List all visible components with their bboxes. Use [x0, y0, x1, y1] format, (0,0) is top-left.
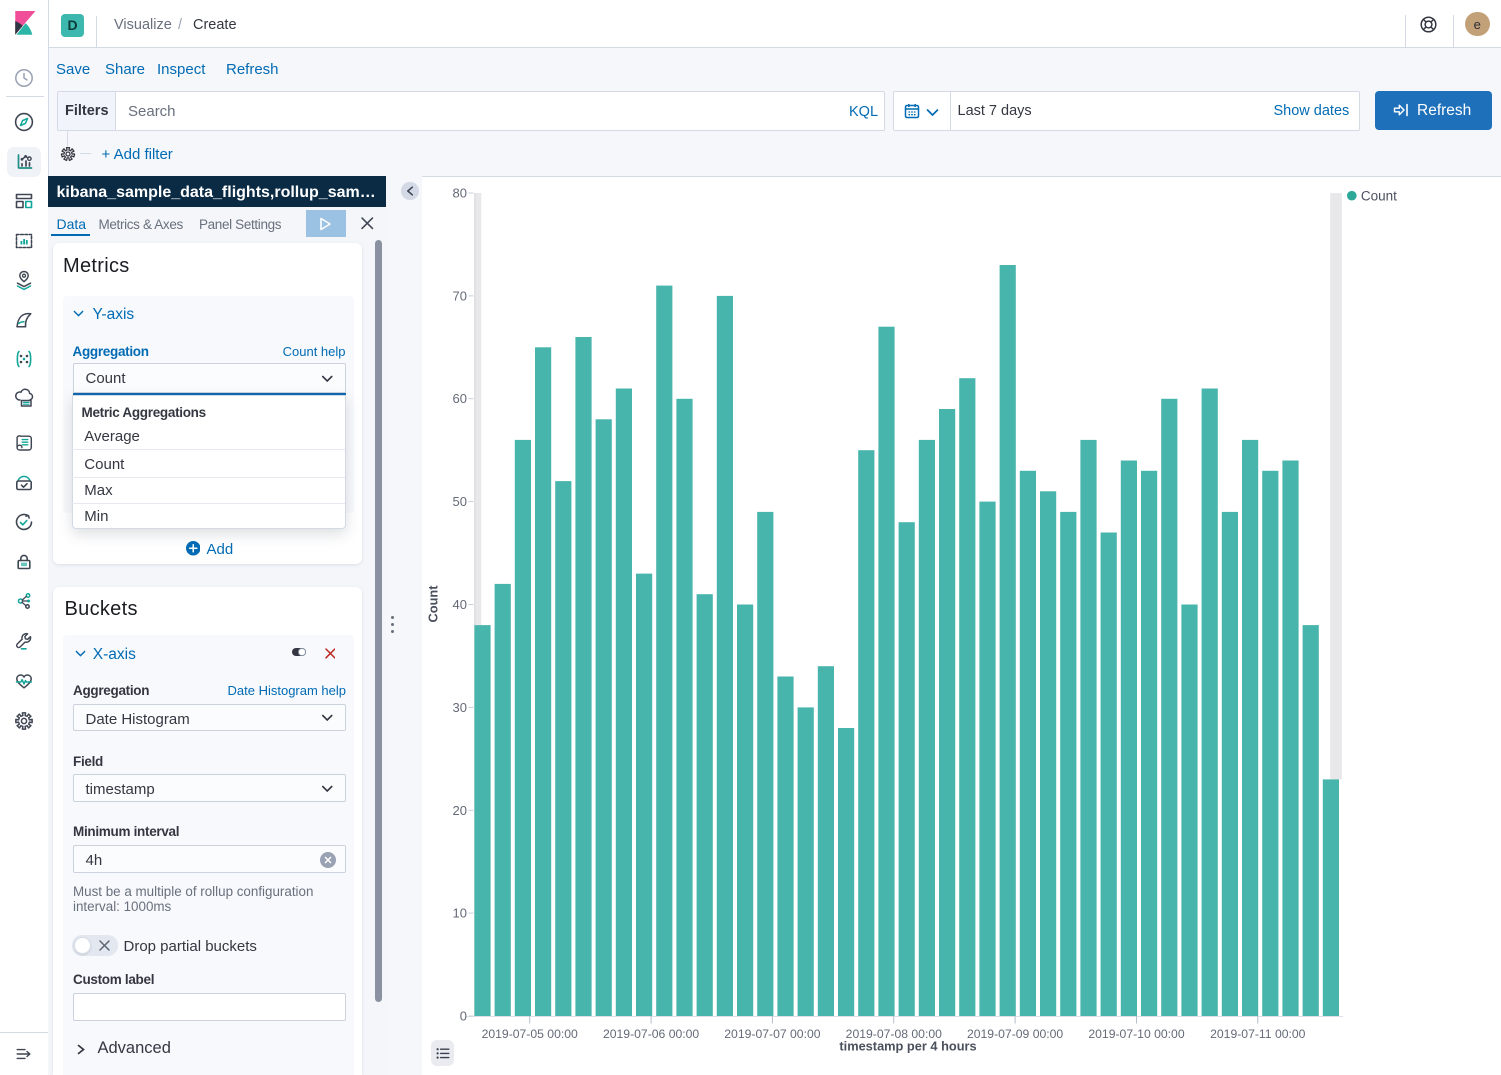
svg-text:2019-07-05 00:00: 2019-07-05 00:00 [482, 1027, 578, 1041]
svg-text:2019-07-09 00:00: 2019-07-09 00:00 [967, 1027, 1063, 1041]
svg-text:40: 40 [453, 597, 467, 612]
svg-text:30: 30 [453, 700, 467, 715]
svg-text:Count: Count [1361, 188, 1397, 203]
svg-text:80: 80 [453, 186, 467, 201]
svg-text:60: 60 [453, 391, 467, 406]
svg-text:70: 70 [453, 288, 467, 303]
svg-text:2019-07-08 00:00: 2019-07-08 00:00 [846, 1027, 942, 1041]
svg-text:2019-07-07 00:00: 2019-07-07 00:00 [724, 1027, 820, 1041]
svg-text:0: 0 [460, 1009, 467, 1024]
svg-text:2019-07-11 00:00: 2019-07-11 00:00 [1210, 1027, 1306, 1041]
svg-text:20: 20 [453, 803, 467, 818]
svg-text:10: 10 [453, 906, 467, 921]
svg-text:Count: Count [426, 585, 441, 623]
svg-text:2019-07-06 00:00: 2019-07-06 00:00 [603, 1027, 699, 1041]
svg-text:2019-07-10 00:00: 2019-07-10 00:00 [1088, 1027, 1184, 1041]
svg-text:50: 50 [453, 494, 467, 509]
svg-text:timestamp per 4 hours: timestamp per 4 hours [839, 1039, 976, 1054]
